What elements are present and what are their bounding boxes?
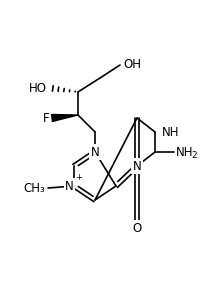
Polygon shape — [52, 115, 78, 121]
Text: O: O — [132, 221, 142, 235]
Text: OH: OH — [123, 58, 141, 71]
Text: +: + — [75, 173, 82, 182]
Text: N: N — [91, 146, 99, 158]
Text: N: N — [133, 160, 141, 173]
Text: NH: NH — [162, 126, 179, 139]
Text: CH₃: CH₃ — [23, 182, 45, 194]
Text: HO: HO — [29, 81, 47, 94]
Text: F: F — [42, 112, 49, 124]
Text: 2: 2 — [191, 151, 197, 160]
Text: NH: NH — [176, 146, 194, 158]
Text: N: N — [65, 180, 74, 192]
